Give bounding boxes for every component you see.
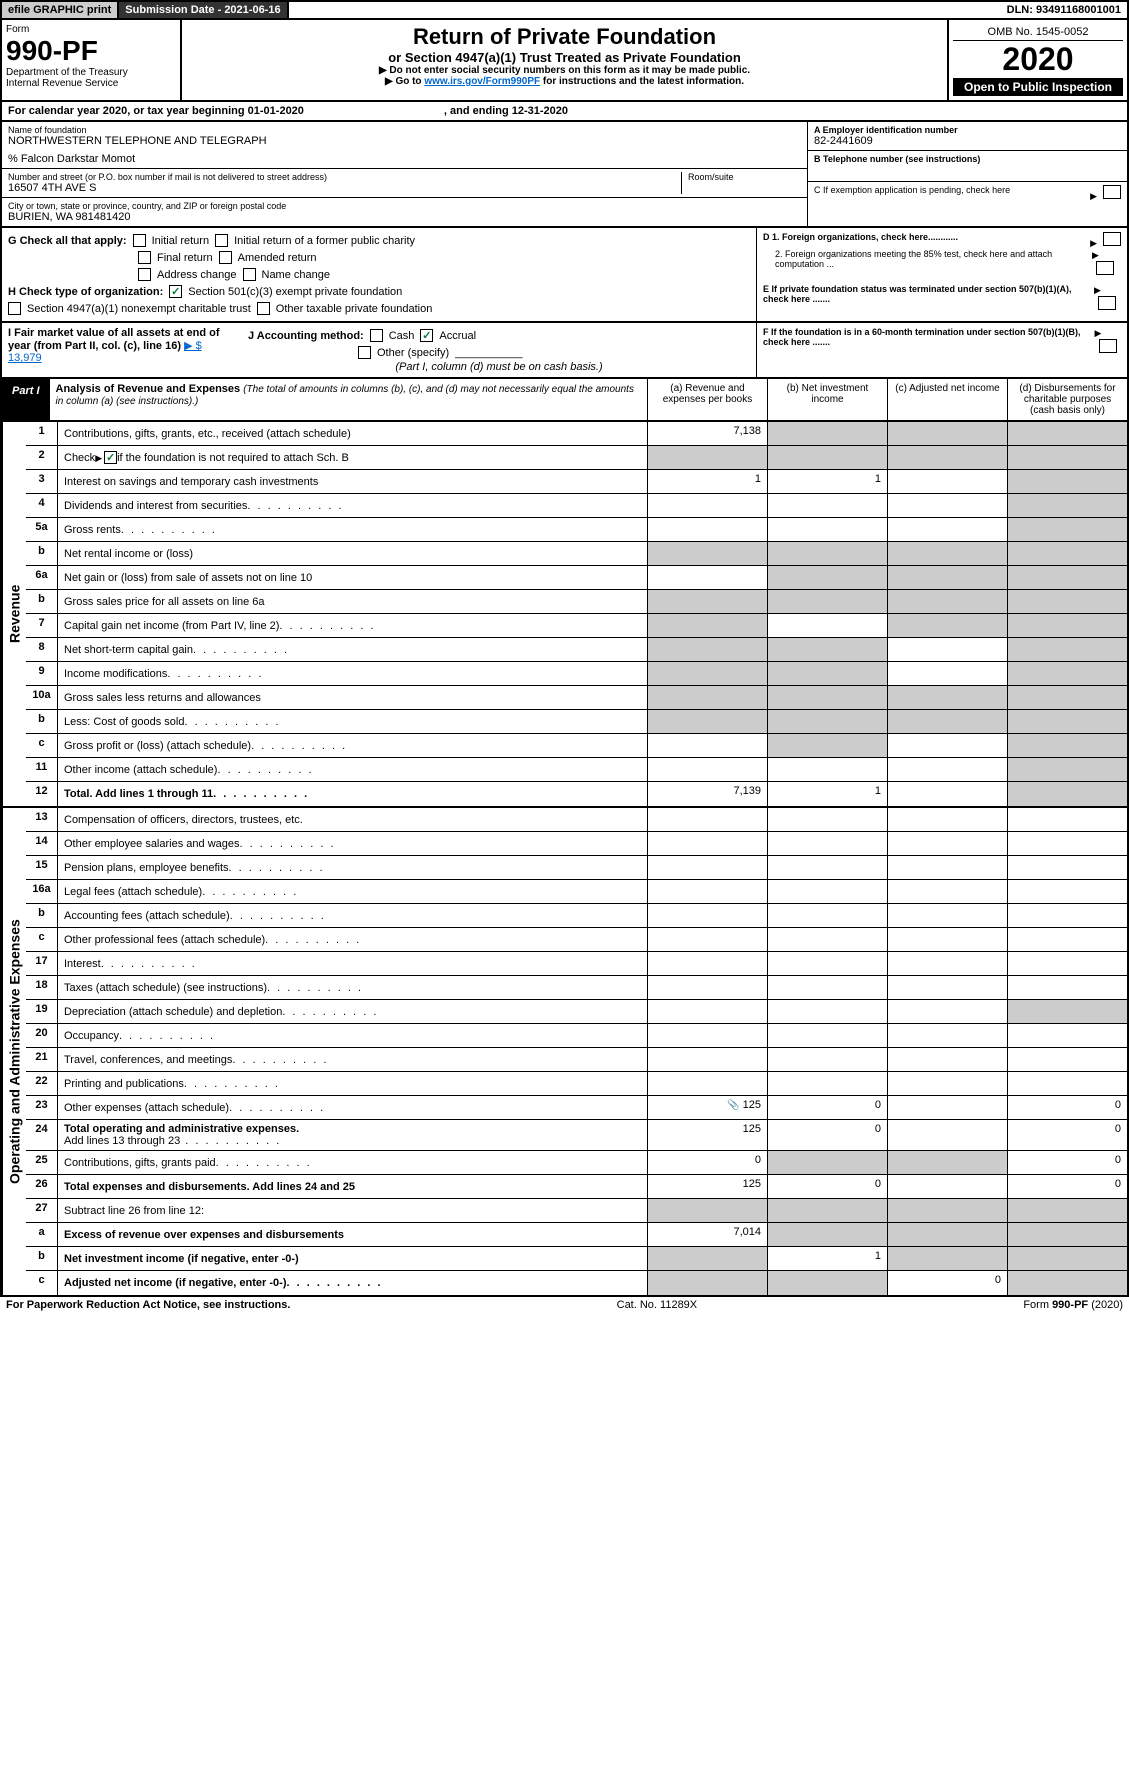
dept: Department of the Treasury xyxy=(6,67,176,78)
phone-label: B Telephone number (see instructions) xyxy=(814,154,1121,164)
efile-label[interactable]: efile GRAPHIC print xyxy=(2,2,119,18)
col-b-head: (b) Net investment income xyxy=(767,379,887,420)
g-name-checkbox[interactable] xyxy=(243,268,256,281)
irs-link[interactable]: www.irs.gov/Form990PF xyxy=(424,76,540,87)
j-other-checkbox[interactable] xyxy=(358,346,371,359)
j-cash-checkbox[interactable] xyxy=(370,329,383,342)
submission-date: Submission Date - 2021-06-16 xyxy=(119,2,288,18)
c-checkbox[interactable] xyxy=(1103,185,1121,199)
h-4947-checkbox[interactable] xyxy=(8,302,21,315)
h-label: H Check type of organization: xyxy=(8,286,163,298)
e-label: E If private foundation status was termi… xyxy=(763,284,1094,304)
j-note: (Part I, column (d) must be on cash basi… xyxy=(248,361,750,373)
revenue-table: Revenue 1Contributions, gifts, grants, e… xyxy=(0,422,1129,808)
city-label: City or town, state or province, country… xyxy=(8,201,801,211)
g-address-checkbox[interactable] xyxy=(138,268,151,281)
c-label: C If exemption application is pending, c… xyxy=(814,185,1010,195)
form-header: Form 990-PF Department of the Treasury I… xyxy=(0,20,1129,102)
note-goto: ▶ Go to www.irs.gov/Form990PF for instru… xyxy=(186,76,943,87)
footer-left: For Paperwork Reduction Act Notice, see … xyxy=(6,1299,290,1311)
form-label: Form xyxy=(6,24,176,35)
form-title: Return of Private Foundation xyxy=(186,24,943,50)
ein-value: 82-2441609 xyxy=(814,135,1121,147)
ein-label: A Employer identification number xyxy=(814,125,1121,135)
part1-label: Part I xyxy=(2,379,50,420)
inspection-label: Open to Public Inspection xyxy=(953,78,1123,96)
d1-label: D 1. Foreign organizations, check here..… xyxy=(763,232,958,242)
d2-label: 2. Foreign organizations meeting the 85%… xyxy=(763,249,1092,269)
g-initial-checkbox[interactable] xyxy=(133,234,146,247)
part1-header: Part I Analysis of Revenue and Expenses … xyxy=(0,379,1129,422)
g-label: G Check all that apply: xyxy=(8,235,127,247)
tax-year: 2020 xyxy=(953,41,1123,78)
h-501c3-checkbox[interactable] xyxy=(169,285,182,298)
page-footer: For Paperwork Reduction Act Notice, see … xyxy=(0,1297,1129,1313)
irs: Internal Revenue Service xyxy=(6,78,176,89)
h-other-checkbox[interactable] xyxy=(257,302,270,315)
street-address: 16507 4TH AVE S xyxy=(8,182,681,194)
e-checkbox[interactable] xyxy=(1098,296,1116,310)
calendar-year-row: For calendar year 2020, or tax year begi… xyxy=(0,102,1129,122)
col-a-head: (a) Revenue and expenses per books xyxy=(647,379,767,420)
footer-right: Form 990-PF (2020) xyxy=(1023,1299,1123,1311)
form-subtitle: or Section 4947(a)(1) Trust Treated as P… xyxy=(186,50,943,65)
g-final-checkbox[interactable] xyxy=(138,251,151,264)
d1-checkbox[interactable] xyxy=(1103,232,1121,246)
r2-checkbox[interactable] xyxy=(104,451,117,464)
col-c-head: (c) Adjusted net income xyxy=(887,379,1007,420)
dln: DLN: 93491168001001 xyxy=(1001,2,1127,18)
section-g-d: G Check all that apply: Initial return I… xyxy=(0,228,1129,323)
f-checkbox[interactable] xyxy=(1099,339,1117,353)
care-of: % Falcon Darkstar Momot xyxy=(8,153,801,165)
g-initial-former-checkbox[interactable] xyxy=(215,234,228,247)
city-state-zip: BURIEN, WA 981481420 xyxy=(8,211,801,223)
name-label: Name of foundation xyxy=(8,125,801,135)
part1-title: Analysis of Revenue and Expenses xyxy=(56,383,241,395)
foundation-name: NORTHWESTERN TELEPHONE AND TELEGRAPH xyxy=(8,135,801,147)
section-i-j-f: I Fair market value of all assets at end… xyxy=(0,323,1129,379)
g-amended-checkbox[interactable] xyxy=(219,251,232,264)
j-label: J Accounting method: xyxy=(248,330,364,342)
revenue-side-label: Revenue xyxy=(2,422,26,806)
expenses-side-label: Operating and Administrative Expenses xyxy=(2,808,26,1295)
f-label: F If the foundation is in a 60-month ter… xyxy=(763,327,1095,347)
room-label: Room/suite xyxy=(688,172,801,182)
top-bar: efile GRAPHIC print Submission Date - 20… xyxy=(0,0,1129,20)
j-accrual-checkbox[interactable] xyxy=(420,329,433,342)
col-d-head: (d) Disbursements for charitable purpose… xyxy=(1007,379,1127,420)
d2-checkbox[interactable] xyxy=(1096,261,1114,275)
expenses-table: Operating and Administrative Expenses 13… xyxy=(0,808,1129,1297)
footer-mid: Cat. No. 11289X xyxy=(617,1299,698,1311)
form-number: 990-PF xyxy=(6,35,176,67)
addr-label: Number and street (or P.O. box number if… xyxy=(8,172,681,182)
attachment-icon[interactable] xyxy=(727,1099,739,1111)
omb-number: OMB No. 1545-0052 xyxy=(953,24,1123,41)
foundation-info: Name of foundation NORTHWESTERN TELEPHON… xyxy=(0,122,1129,228)
note-ssn: ▶ Do not enter social security numbers o… xyxy=(186,65,943,76)
